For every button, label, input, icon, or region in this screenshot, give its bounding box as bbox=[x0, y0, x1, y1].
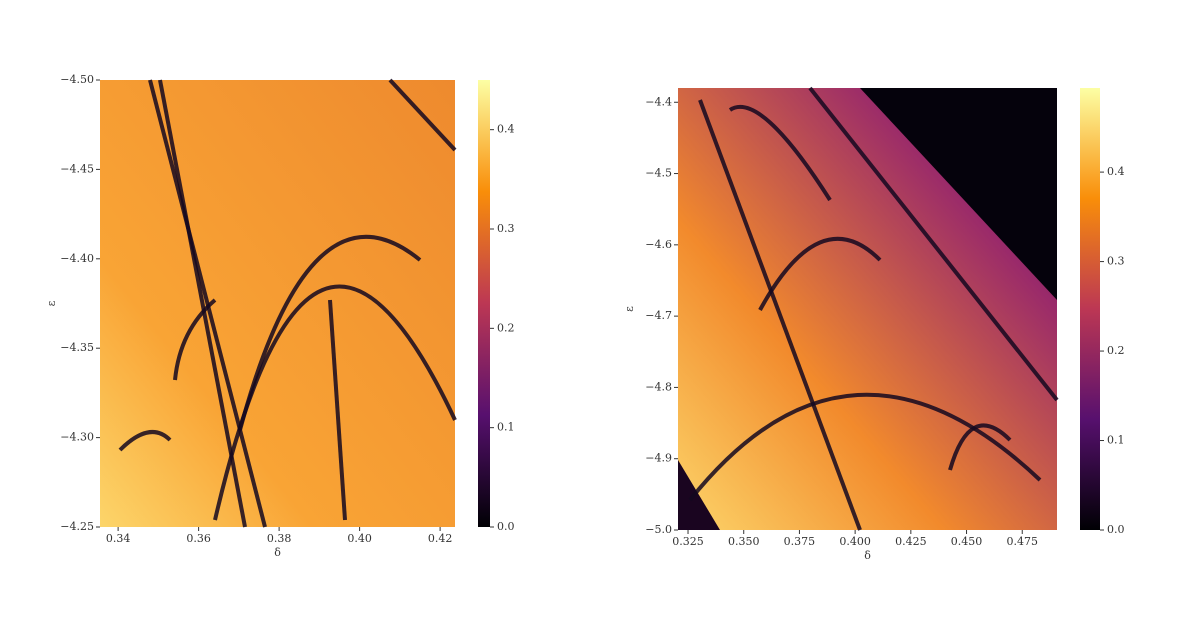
y-tick-label: −5.0 bbox=[645, 523, 672, 536]
x-tick-label: 0.425 bbox=[895, 535, 927, 548]
y-tick-label: −4.4 bbox=[645, 95, 672, 108]
heatmap-structure bbox=[688, 392, 1042, 502]
heatmap-structure bbox=[328, 299, 347, 521]
heatmap-image bbox=[100, 80, 455, 527]
colorbar-tick-label: 0.3 bbox=[497, 222, 515, 235]
x-tick-label: 0.40 bbox=[347, 532, 372, 545]
colorbar-tick-label: 0.4 bbox=[497, 123, 515, 136]
x-tick-label: 0.36 bbox=[186, 532, 211, 545]
colorbar-tick-label: 0.0 bbox=[497, 520, 515, 533]
y-tick-label: −4.7 bbox=[645, 309, 672, 322]
y-tick-label: −4.5 bbox=[645, 167, 672, 180]
colorbar-tick-label: 0.3 bbox=[1107, 255, 1125, 268]
x-tick-label: 0.34 bbox=[106, 532, 131, 545]
x-tick-label: 0.42 bbox=[428, 532, 453, 545]
y-tick-label: −4.30 bbox=[60, 431, 94, 444]
x-tick-label: 0.400 bbox=[839, 535, 871, 548]
heatmap-structure bbox=[808, 86, 1059, 402]
x-axis-label: δ bbox=[274, 546, 281, 559]
dark-region bbox=[860, 88, 1057, 300]
heatmap-structure bbox=[728, 104, 832, 202]
y-tick-label: −4.50 bbox=[60, 73, 94, 86]
heatmap-structure bbox=[388, 78, 457, 152]
heatmap-structure bbox=[698, 99, 862, 531]
colorbar-tick-label: 0.0 bbox=[1107, 523, 1125, 536]
heatmap-structure bbox=[148, 79, 267, 528]
heatmap-structure bbox=[948, 423, 1012, 471]
colorbar bbox=[1080, 88, 1100, 530]
x-tick-label: 0.38 bbox=[267, 532, 292, 545]
colorbar-tick-label: 0.2 bbox=[497, 321, 515, 334]
y-tick-label: −4.45 bbox=[60, 162, 94, 175]
colorbar bbox=[478, 80, 490, 527]
dark-region bbox=[678, 460, 720, 530]
x-tick-label: 0.325 bbox=[672, 535, 704, 548]
y-tick-label: −4.8 bbox=[645, 380, 672, 393]
heatmap-structure bbox=[758, 236, 882, 311]
y-tick-label: −4.25 bbox=[60, 520, 94, 533]
colorbar-tick-label: 0.1 bbox=[1107, 434, 1125, 447]
y-tick-label: −4.40 bbox=[60, 252, 94, 265]
x-tick-label: 0.375 bbox=[784, 535, 816, 548]
colorbar-tick-label: 0.1 bbox=[497, 421, 515, 434]
heatmap-structure bbox=[118, 430, 172, 452]
heatmap-structure bbox=[173, 298, 217, 381]
heatmap-structure bbox=[238, 234, 422, 431]
y-tick-label: −4.35 bbox=[60, 341, 94, 354]
x-axis-label: δ bbox=[864, 549, 871, 562]
y-axis-label: ε bbox=[45, 300, 58, 306]
colorbar-tick-label: 0.4 bbox=[1107, 165, 1125, 178]
y-tick-label: −4.9 bbox=[645, 452, 672, 465]
colorbar-tick-label: 0.2 bbox=[1107, 344, 1125, 357]
x-tick-label: 0.450 bbox=[951, 535, 983, 548]
x-tick-label: 0.350 bbox=[728, 535, 760, 548]
y-axis-label: ε bbox=[623, 306, 636, 312]
x-tick-label: 0.475 bbox=[1006, 535, 1038, 548]
y-tick-label: −4.6 bbox=[645, 238, 672, 251]
